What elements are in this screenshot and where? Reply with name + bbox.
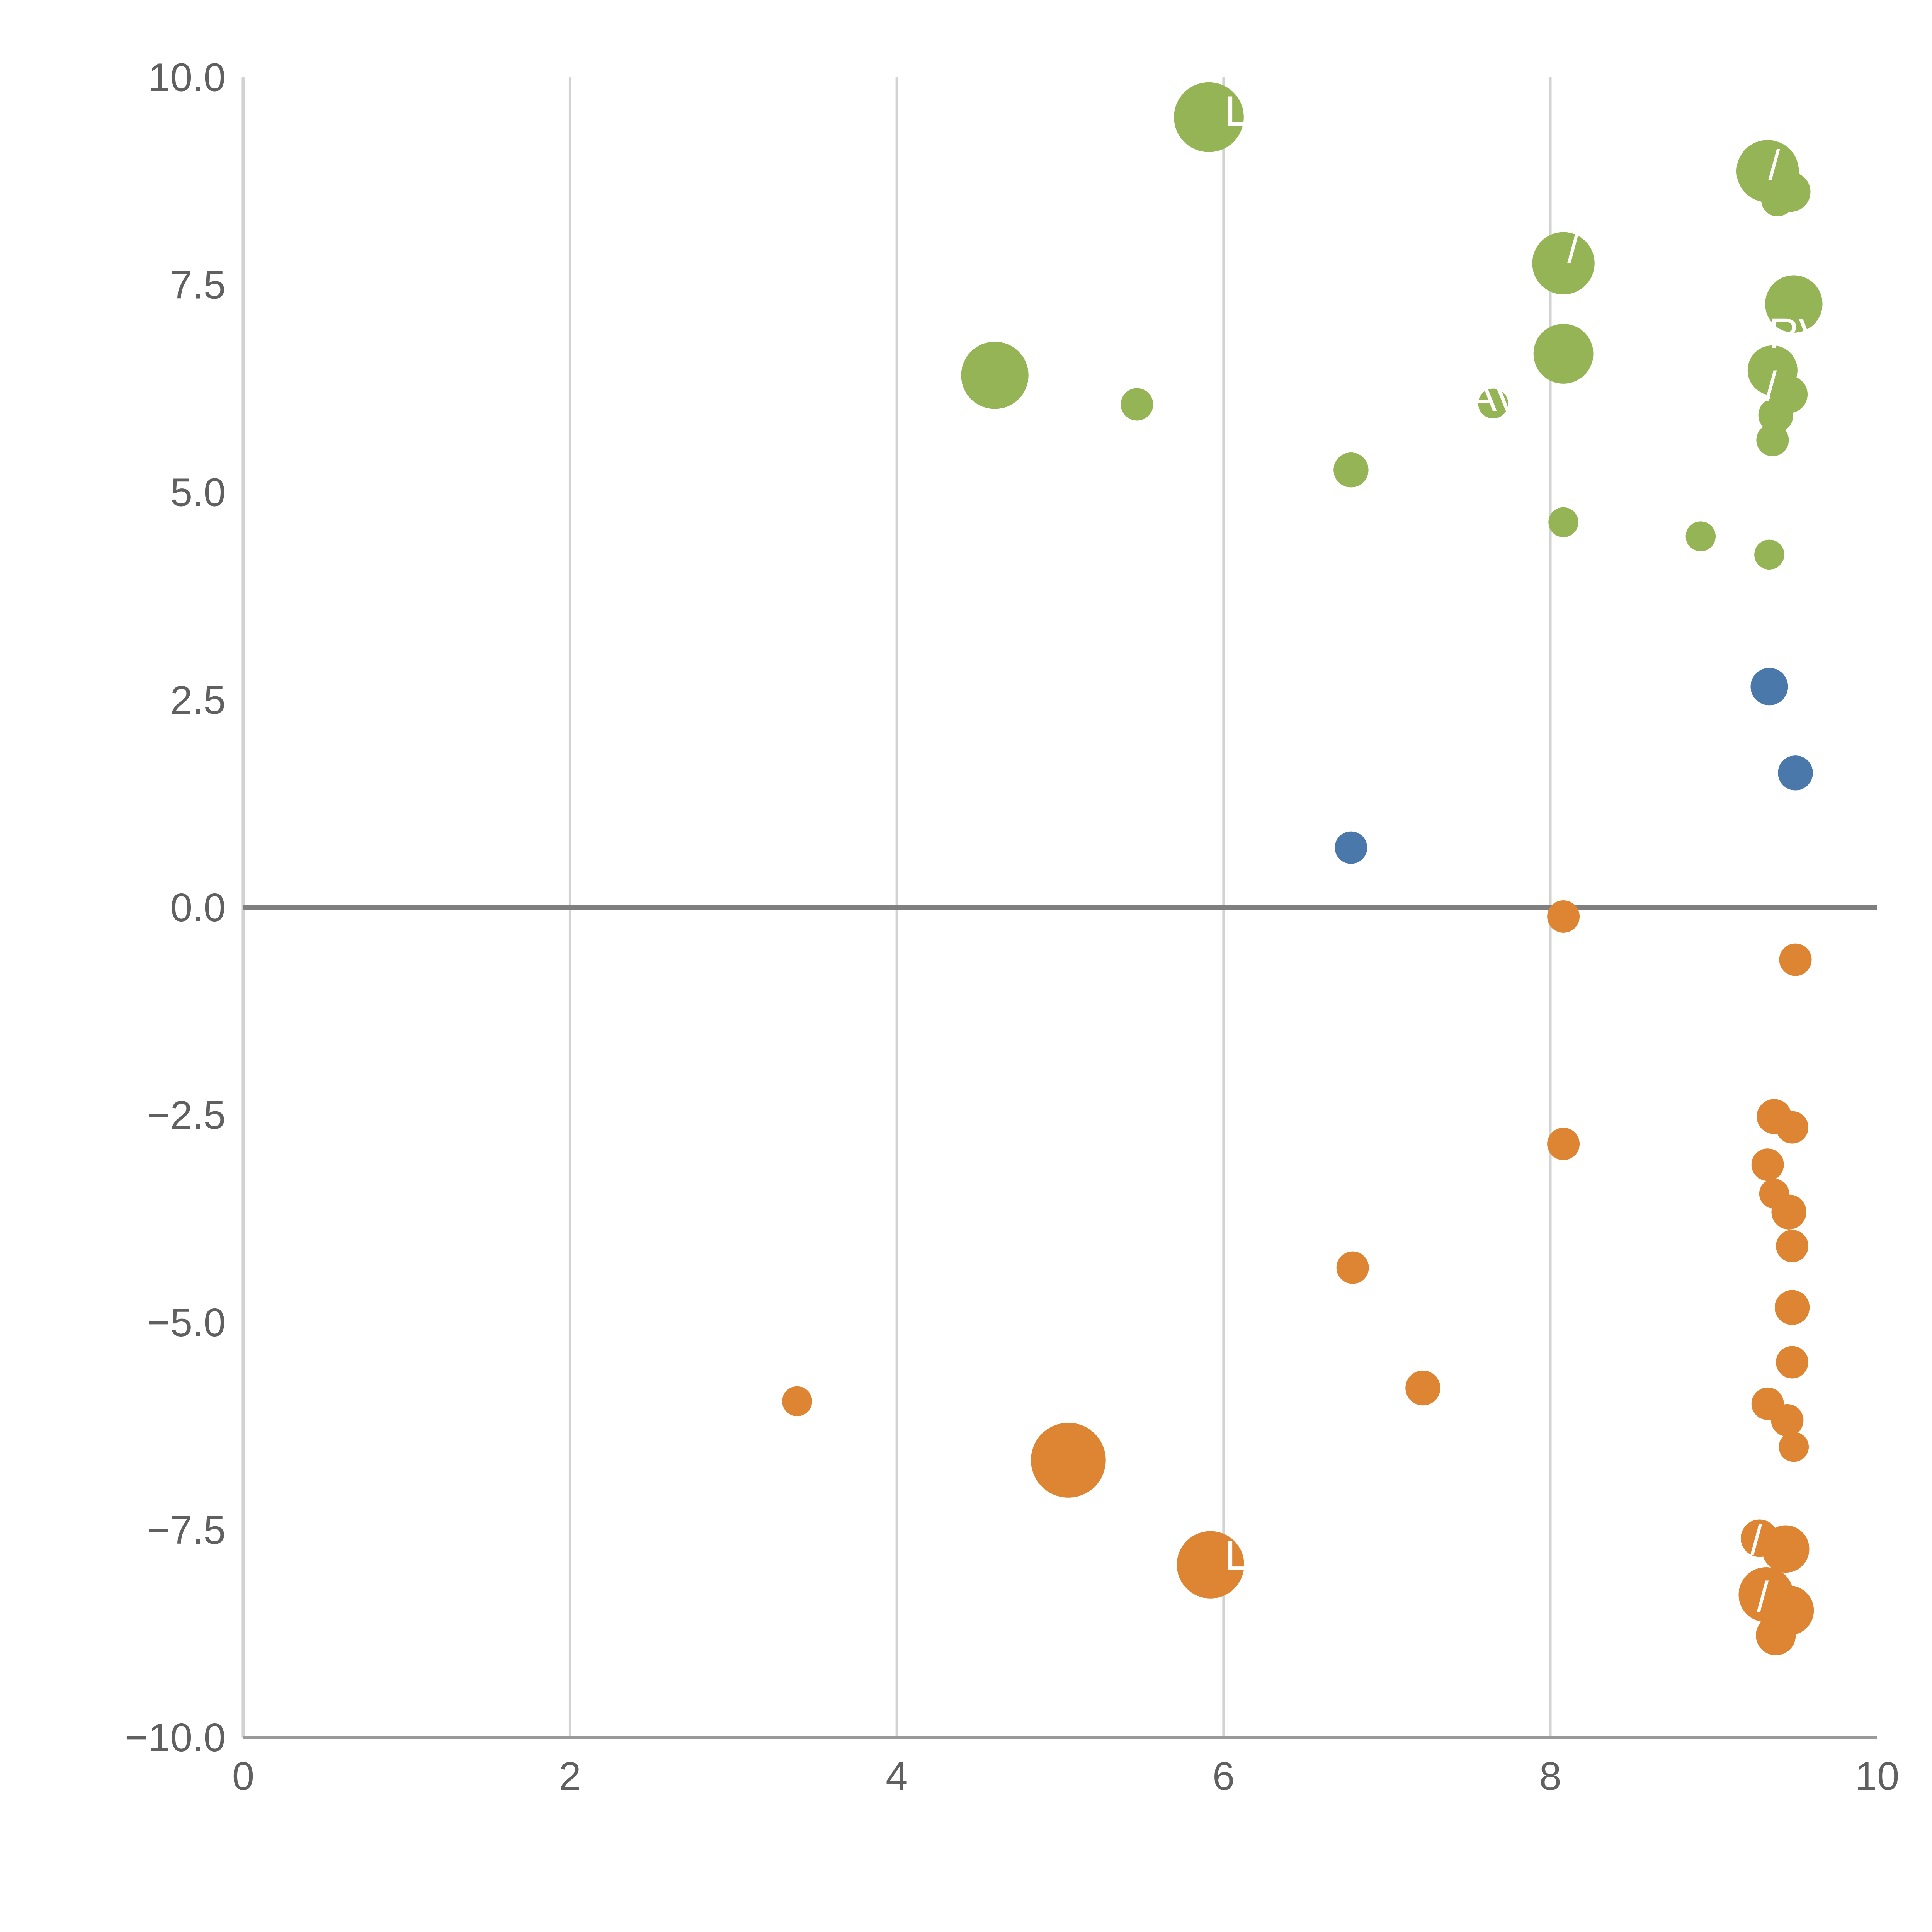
y-tick-label: 2.5	[170, 677, 226, 722]
bubble-label: AVE	[1469, 373, 1550, 420]
y-tick-label: −5.0	[147, 1300, 226, 1345]
bubble-green-positive	[1174, 82, 1244, 152]
bubbles-group	[782, 82, 1823, 1655]
annotations-group: L / / CRV / AVE / L / CFX	[1225, 88, 1827, 1702]
bubble-label: L	[1225, 1532, 1248, 1579]
bubble-orange-negative	[1547, 1128, 1580, 1160]
bubble-orange-negative	[1774, 1290, 1810, 1325]
bubble-orange-negative	[1751, 1148, 1784, 1181]
bubble-label: L	[1225, 88, 1248, 135]
y-tick-label: 7.5	[170, 262, 226, 307]
bubble-orange-negative	[1776, 1346, 1809, 1379]
y-tick-label: 0.0	[170, 885, 226, 930]
bubble-orange-negative	[1031, 1423, 1106, 1498]
bubble-orange-negative	[1776, 1111, 1809, 1144]
bubble-orange-negative	[1547, 900, 1580, 933]
bubble-orange-negative	[1779, 943, 1812, 976]
bubble-orange-negative	[1771, 1194, 1806, 1230]
bubble-label: /	[1750, 1517, 1762, 1564]
bubble-orange-negative	[1776, 1230, 1809, 1262]
bubble-green-positive	[1533, 323, 1594, 384]
bubble-orange-negative	[1771, 1404, 1804, 1437]
bubble-label: /	[1768, 141, 1780, 189]
bubble-orange-negative	[1336, 1251, 1369, 1284]
y-tick-label: −10.0	[125, 1715, 226, 1760]
bubble-label: CFX	[1738, 1655, 1823, 1702]
x-tick-label: 8	[1539, 1753, 1561, 1798]
bubble-green-positive	[1121, 388, 1153, 421]
x-tick-label: 6	[1213, 1753, 1235, 1798]
y-tick-label: 10.0	[148, 55, 226, 100]
bubble-orange-negative	[782, 1386, 812, 1417]
bubble-green-positive	[961, 342, 1029, 409]
bubble-green-positive	[1548, 507, 1578, 537]
bubble-orange-negative	[1405, 1370, 1440, 1406]
x-tick-label: 10	[1855, 1753, 1900, 1798]
bubble-orange-negative	[1756, 1615, 1796, 1655]
y-tick-label: 5.0	[170, 470, 226, 515]
bubble-green-positive	[1754, 539, 1784, 570]
x-tick-label: 0	[232, 1753, 254, 1798]
x-tick-label: 2	[559, 1753, 581, 1798]
bubble-green-positive	[1758, 398, 1793, 433]
bubble-label: CRV	[1738, 310, 1827, 357]
bubble-orange-negative	[1779, 1432, 1809, 1462]
bubble-green-positive	[1532, 232, 1595, 295]
bubble-label: /	[1757, 1573, 1769, 1621]
bubble-label: /	[1567, 224, 1579, 272]
bubble-orange-negative	[1762, 1525, 1810, 1573]
bubble-green-positive	[1478, 388, 1509, 419]
bubble-green-positive	[1761, 184, 1794, 217]
x-tick-label: 4	[886, 1753, 908, 1798]
bubble-label: /	[1765, 363, 1777, 410]
bubble-blue-neutral	[1778, 755, 1813, 791]
bubble-green-positive	[1333, 452, 1369, 488]
bubble-green-positive	[1685, 521, 1716, 551]
bubble-orange-negative	[1177, 1531, 1244, 1599]
bubble-green-positive	[1756, 423, 1789, 456]
bubble-blue-neutral	[1335, 831, 1367, 864]
y-tick-label: −2.5	[147, 1092, 226, 1137]
bubble-blue-neutral	[1750, 668, 1788, 706]
y-tick-label: −7.5	[147, 1507, 226, 1552]
tick-labels-group: 0 2 4 6 8 10 10.0 7.5 5.0 2.5 0.0 −2.5 −5.0 −7.5 −10.0	[125, 55, 1900, 1798]
bubble-green-positive	[1765, 275, 1823, 333]
